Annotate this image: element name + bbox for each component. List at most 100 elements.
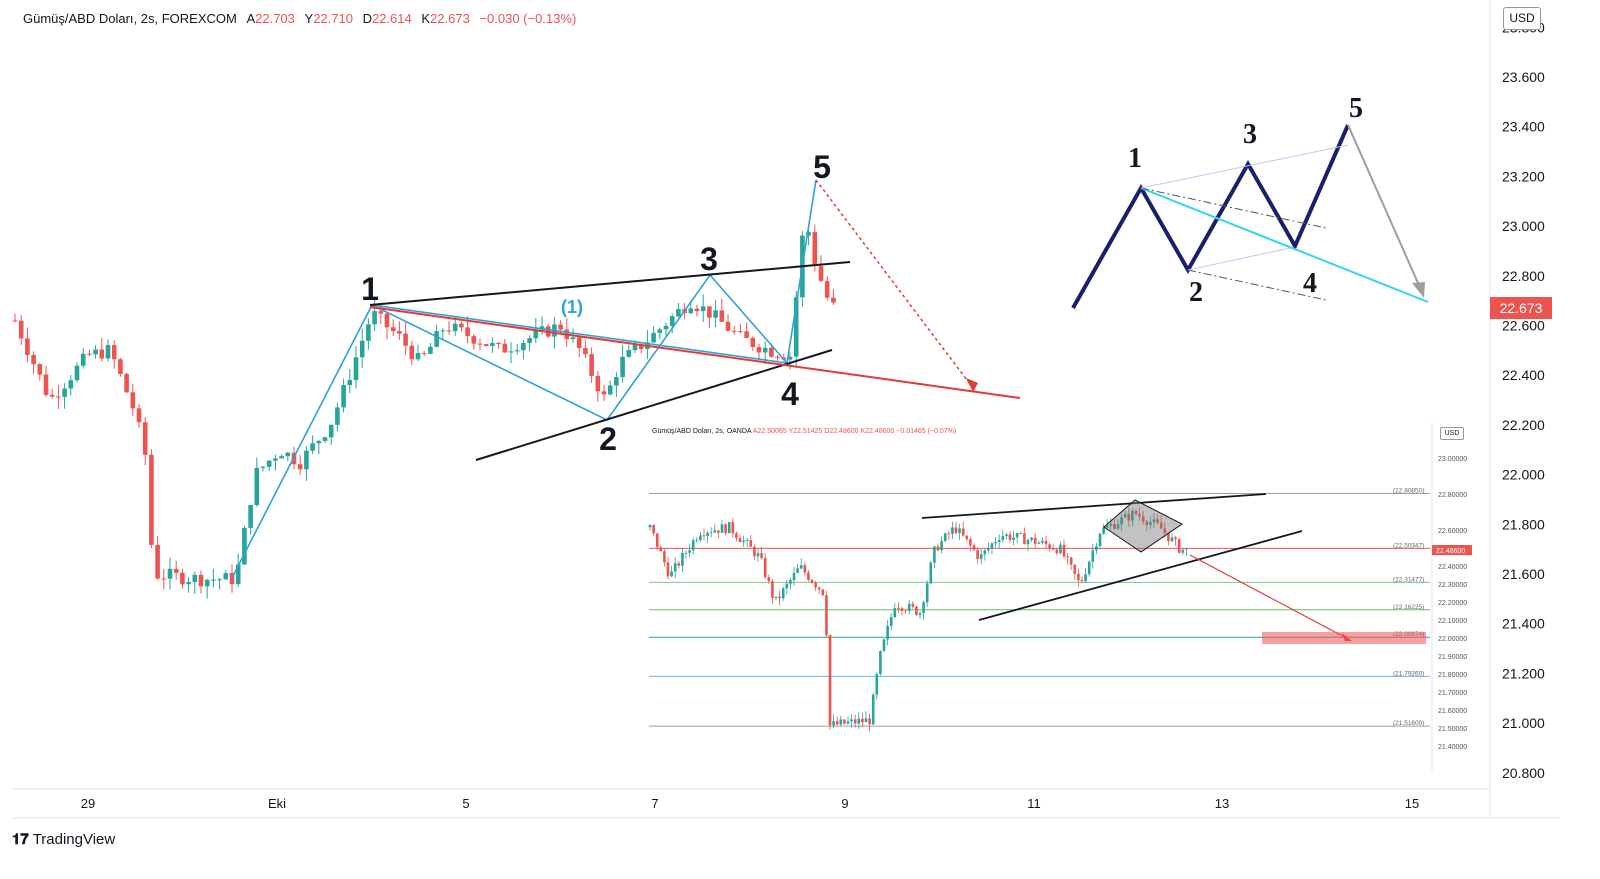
inset-candle-body	[846, 721, 850, 724]
candle-body	[806, 232, 811, 236]
inset-candle-body	[821, 589, 825, 596]
inset-price-tick: 22.10000	[1438, 618, 1467, 625]
wave-label-1: 1	[361, 271, 379, 307]
inset-candle-body	[688, 550, 691, 553]
inset-candle-body	[774, 596, 778, 598]
candle-body	[583, 348, 588, 355]
candle-body	[235, 564, 241, 585]
price-tick-label: 23.000	[1502, 218, 1545, 234]
candle-body	[452, 323, 458, 332]
inset-header: Gümüş/ABD Doları, 2s, OANDA A22.50065 Y2…	[652, 428, 956, 435]
inset-candle-body	[1091, 550, 1095, 562]
inset-candle-body	[655, 533, 659, 548]
inset-candle-body	[706, 532, 709, 536]
tradingview-brand[interactable]: 𝟏𝟕 TradingView	[12, 831, 115, 848]
inset-candle-body	[663, 551, 666, 563]
candle-body	[180, 572, 185, 585]
candle-body	[248, 505, 253, 528]
candle-body	[744, 331, 749, 338]
candle-body	[595, 375, 601, 392]
inset-candle-body	[652, 524, 655, 534]
candle-body	[68, 380, 74, 389]
close-label: K	[421, 11, 431, 26]
candle-body	[477, 343, 483, 345]
candle-body	[651, 332, 656, 343]
inset-price-tick: 21.70000	[1438, 690, 1467, 697]
inset-candle-body	[659, 547, 663, 552]
candle-body	[217, 579, 222, 581]
inset-candles	[648, 507, 1188, 732]
inset-candle-body	[979, 554, 983, 559]
candle-body	[502, 343, 508, 353]
inset-candle-body	[972, 545, 976, 550]
inset-candle-body	[1123, 513, 1127, 518]
candle-body	[254, 467, 260, 506]
inset-candle-body	[756, 553, 760, 557]
inset-candle-body	[987, 548, 990, 551]
candle-body	[694, 308, 700, 312]
inset-candle-body	[666, 562, 670, 577]
currency-button[interactable]: USD	[1503, 7, 1541, 30]
inset-candle-body	[969, 539, 972, 546]
inset-candle-body	[1170, 537, 1174, 542]
candle-body	[601, 391, 607, 395]
candle-body	[204, 579, 210, 587]
candle-body	[521, 342, 526, 351]
candle-body	[750, 337, 756, 348]
inset-candle-body	[1149, 522, 1152, 525]
inset-candle-body	[1145, 521, 1149, 525]
inset-candle-body	[1185, 548, 1188, 550]
candle-body	[260, 466, 266, 468]
candle-body	[359, 340, 365, 358]
candle-body	[198, 574, 204, 587]
candle-body	[43, 374, 49, 395]
inset-candle-body	[717, 530, 720, 533]
candle-body	[483, 344, 489, 347]
inset-price-tick: 21.50000	[1438, 726, 1467, 733]
candle-body	[266, 460, 272, 467]
inset-candle-body	[929, 562, 933, 584]
candle-body	[80, 353, 86, 366]
price-tick-label: 22.800	[1502, 268, 1545, 284]
candle-body	[93, 349, 98, 355]
inset-candle-body	[1015, 533, 1019, 538]
candle-body	[223, 573, 229, 580]
inset-candle-body	[1030, 537, 1033, 540]
price-tick-label: 21.800	[1502, 516, 1545, 532]
inset-candle-body	[907, 603, 911, 611]
inset-candle-body	[947, 533, 951, 535]
candle-body	[700, 306, 706, 312]
inset-candle-body	[1167, 533, 1170, 542]
inset-candle-body	[857, 718, 861, 724]
candle-body	[663, 325, 669, 330]
candle-body	[713, 310, 718, 318]
inset-candle-body	[681, 553, 684, 566]
inset-candle-body	[648, 524, 652, 528]
inset-candle-body	[1008, 534, 1012, 540]
candle-body	[719, 310, 725, 322]
candle-body	[142, 422, 148, 455]
wave-1-4-line	[371, 304, 788, 364]
candle-body	[118, 359, 123, 374]
candle-body	[403, 333, 408, 346]
candle-body	[626, 350, 632, 357]
candle-body	[316, 440, 322, 444]
time-tick-label: 11	[1027, 796, 1041, 811]
inset-candle-body	[1087, 561, 1091, 575]
inset-candle-body	[1181, 549, 1185, 553]
candle-body	[731, 330, 737, 332]
high-value: 22.710	[313, 11, 353, 26]
wave-label-2: 2	[599, 421, 617, 457]
inset-candle-body	[763, 557, 767, 578]
inset-candle-body	[943, 533, 947, 542]
inset-candle-body	[731, 522, 735, 534]
inset-candle-body	[1141, 516, 1145, 522]
projection-arrow-line	[815, 179, 974, 389]
change-value: −0.030 (−0.13%)	[479, 11, 577, 26]
candle-body	[657, 329, 663, 333]
time-tick-label: 7	[651, 796, 658, 811]
inset-candle-body	[1041, 540, 1044, 543]
candle-body	[390, 327, 396, 332]
candle-body	[124, 373, 129, 393]
